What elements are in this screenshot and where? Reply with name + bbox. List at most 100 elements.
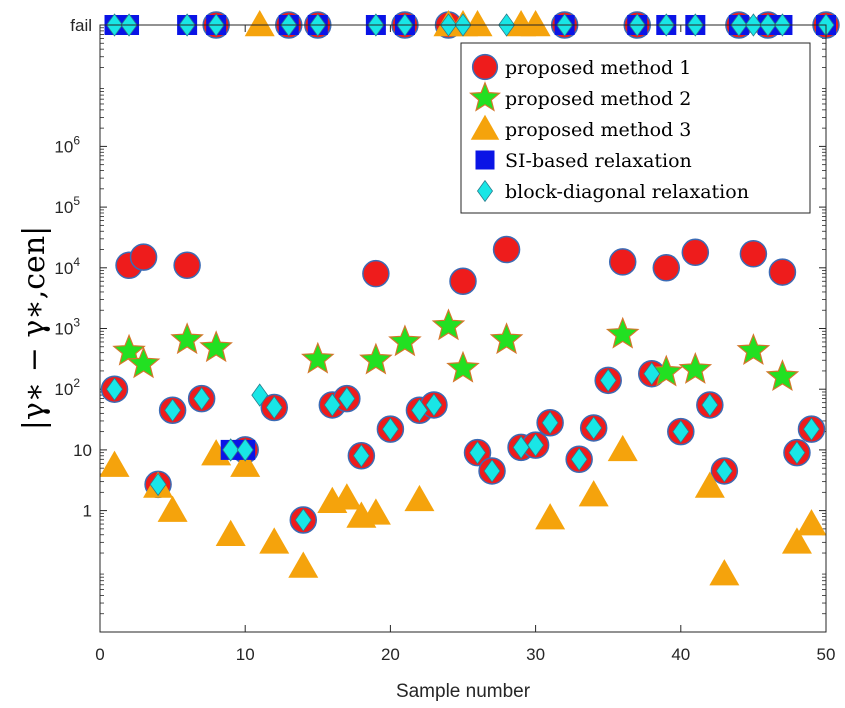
diamond-point xyxy=(352,444,370,468)
diamond-point xyxy=(541,411,559,435)
star-point xyxy=(765,359,800,392)
x-tick-label: 50 xyxy=(817,645,836,664)
diamond-point xyxy=(512,435,530,460)
star-point xyxy=(199,330,233,363)
diamond-point xyxy=(222,438,240,462)
triangle-point xyxy=(796,509,827,536)
x-tick-label: 40 xyxy=(671,645,690,664)
star-point xyxy=(112,333,146,366)
circle-point xyxy=(173,251,201,280)
diamond-point xyxy=(527,433,545,457)
triangle-point xyxy=(607,434,638,462)
triangle-point xyxy=(99,450,130,477)
y-tick-label: 10 xyxy=(73,441,92,460)
triangle-point xyxy=(288,551,319,578)
x-tick-label: 20 xyxy=(381,645,400,664)
series-block-diagonal-relaxation xyxy=(106,13,835,532)
legend-entry-label: block-diagonal relaxation xyxy=(505,181,749,203)
diamond-point xyxy=(193,386,211,411)
triangle-point xyxy=(709,559,740,586)
series-proposed-method-2 xyxy=(112,308,800,392)
y-tick-label: 106 xyxy=(54,133,80,156)
y-tick-label: 103 xyxy=(54,316,80,339)
legend-triangle-icon xyxy=(470,114,500,140)
star-point xyxy=(446,350,480,383)
diamond-point xyxy=(106,377,123,401)
triangle-point xyxy=(331,483,362,510)
legend: proposed method 1 proposed method 2 propos… xyxy=(460,42,811,214)
circle-point xyxy=(492,235,521,264)
legend-entry-label: proposed method 1 xyxy=(505,57,691,79)
legend-entry-label: proposed method 3 xyxy=(505,119,691,141)
star-point xyxy=(736,333,771,366)
legend-box xyxy=(460,42,811,214)
diamond-point xyxy=(164,398,182,422)
diamond-point xyxy=(599,368,617,393)
legend-entry-label: proposed method 2 xyxy=(505,88,691,110)
star-point xyxy=(170,322,204,355)
star-point xyxy=(388,324,422,357)
series-proposed-method-3 xyxy=(99,10,827,586)
plot-frame xyxy=(99,24,827,633)
legend-circle-icon xyxy=(471,53,499,81)
legend-entry-label: SI-based relaxation xyxy=(505,150,692,172)
circle-point xyxy=(362,259,390,288)
circle-point xyxy=(449,267,477,296)
x-tick-label: 10 xyxy=(236,645,255,664)
triangle-point xyxy=(259,527,290,554)
circle-point xyxy=(652,254,681,282)
triangle-point xyxy=(230,450,261,477)
diamond-point xyxy=(236,438,254,462)
triangle-point xyxy=(244,10,275,37)
triangle-point xyxy=(578,480,609,507)
star-point xyxy=(489,322,524,355)
diamond-point xyxy=(701,393,719,417)
diamond-point xyxy=(672,419,690,444)
diamond-point xyxy=(469,440,486,465)
star-point xyxy=(126,346,161,379)
legend-diamond-icon xyxy=(476,179,494,203)
diamond-point xyxy=(265,395,283,420)
diamond-point xyxy=(425,393,443,417)
triangle-point xyxy=(520,10,551,37)
diamond-point xyxy=(788,440,806,465)
diamond-point xyxy=(803,417,820,441)
star-point xyxy=(605,316,640,349)
diamond-point xyxy=(585,416,603,440)
diamond-point xyxy=(411,398,428,422)
triangle-point xyxy=(157,495,188,522)
y-tick-label: 105 xyxy=(54,194,80,217)
diamond-point xyxy=(338,386,356,411)
diamond-point xyxy=(251,383,269,407)
triangle-point xyxy=(781,527,812,554)
legend-square-icon xyxy=(475,150,495,170)
triangle-point xyxy=(462,10,493,37)
x-axis-label: Sample number xyxy=(396,681,531,702)
diamond-point xyxy=(570,447,588,471)
circle-point xyxy=(681,238,710,267)
star-point xyxy=(678,352,713,384)
triangle-point xyxy=(694,471,725,498)
diamond-point xyxy=(294,508,312,532)
triangle-point xyxy=(535,503,566,530)
star-point xyxy=(359,342,393,375)
y-axis-label: |γ∗ − γ∗,cen| xyxy=(17,226,52,430)
y-tick-label: 104 xyxy=(54,255,80,278)
x-tick-label: 0 xyxy=(95,645,104,664)
triangle-point xyxy=(360,498,391,525)
star-point xyxy=(301,341,335,374)
triangle-point xyxy=(215,519,246,547)
x-tick-label: 30 xyxy=(526,645,545,664)
triangle-point xyxy=(404,484,435,512)
diamond-point xyxy=(323,393,341,417)
diamond-point xyxy=(381,417,399,441)
diamond-point xyxy=(715,459,733,483)
diamond-point xyxy=(483,459,501,483)
y-tick-label: 1 xyxy=(83,502,92,521)
fail-tick-label: fail xyxy=(70,16,92,35)
diamond-point xyxy=(149,472,167,497)
circle-point xyxy=(739,240,768,268)
star-point xyxy=(431,308,466,341)
circle-point xyxy=(768,258,797,286)
